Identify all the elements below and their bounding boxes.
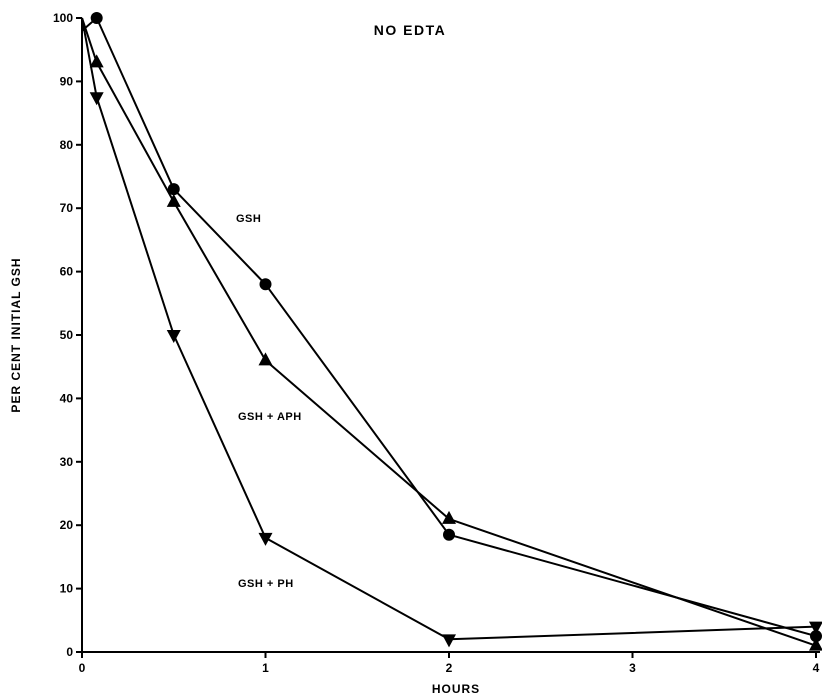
x-tick-label: 1 (262, 661, 269, 675)
y-tick-label: 80 (60, 138, 74, 152)
triangle-up-marker (258, 352, 273, 366)
y-tick-label: 70 (60, 201, 74, 215)
y-tick-label: 30 (60, 455, 74, 469)
y-tick-label: 50 (60, 328, 74, 342)
series-annotation: GSH + PH (238, 578, 294, 590)
annotations-group: GSH GSH + APH GSH + PH (236, 213, 302, 590)
y-tick-label: 90 (60, 74, 74, 88)
triangle-down-marker (809, 621, 822, 635)
triangle-up-marker (166, 193, 181, 207)
triangle-up-marker (89, 54, 104, 68)
triangle-up-marker (809, 637, 822, 651)
series-line-1 (81, 17, 817, 638)
series-annotation: GSH (236, 213, 261, 225)
triangle-down-marker (166, 330, 181, 343)
series-line-2 (81, 17, 817, 647)
series-group (81, 12, 822, 651)
series-annotation: GSH + APH (238, 411, 302, 423)
x-tick-label: 2 (446, 661, 453, 675)
y-tick-label: 100 (53, 11, 73, 25)
triangle-down-marker (442, 634, 456, 648)
y-tick-label: 10 (60, 582, 74, 596)
circle-marker (810, 630, 822, 643)
x-axis-title: HOURS (432, 682, 480, 696)
circle-marker (90, 12, 103, 24)
triangle-down-marker (89, 92, 104, 106)
triangle-down-marker (258, 532, 273, 546)
circle-marker (167, 183, 180, 196)
triangle-up-marker (442, 510, 456, 524)
chart-title: NO EDTA (374, 22, 446, 38)
y-tick-label: 20 (60, 518, 74, 532)
x-tick-label: 4 (813, 661, 820, 675)
x-tick-label: 0 (79, 661, 86, 675)
circle-marker (443, 528, 455, 541)
y-tick-label: 40 (60, 391, 74, 405)
ticks-group: 0 10 20 30 40 50 60 70 80 90 100 0 1 2 3 4 (53, 11, 820, 675)
circle-marker (259, 278, 272, 291)
series-line-3 (81, 17, 817, 641)
x-tick-label: 3 (629, 661, 636, 675)
y-tick-label: 0 (66, 645, 73, 659)
y-tick-label: 60 (60, 265, 74, 279)
y-axis-title: PER CENT INITIAL GSH (9, 257, 23, 412)
